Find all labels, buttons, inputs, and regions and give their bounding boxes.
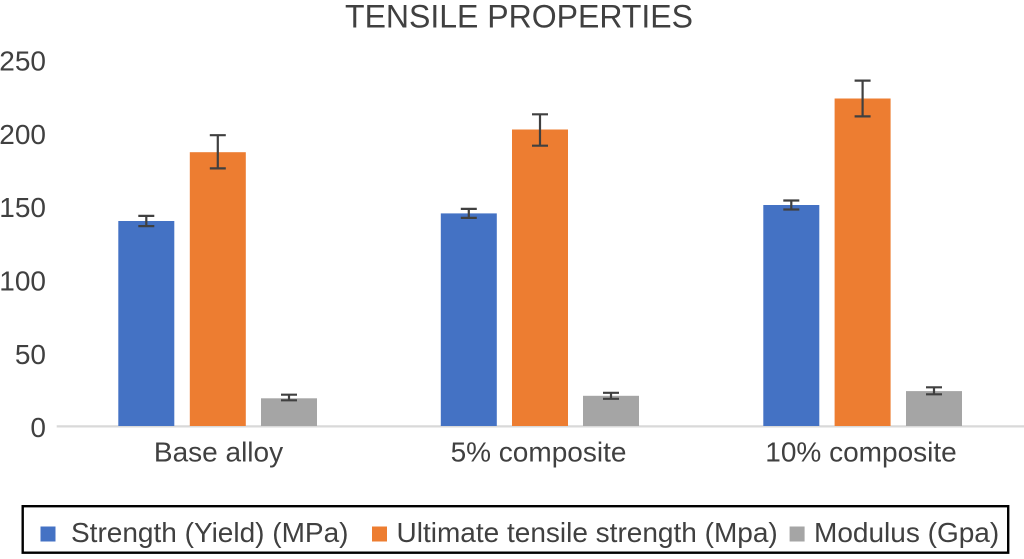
svg-text:150: 150 [0,192,46,223]
svg-text:50: 50 [15,339,46,370]
svg-text:TENSILE PROPERTIES: TENSILE PROPERTIES [345,0,693,35]
svg-text:200: 200 [0,119,46,150]
svg-text:Modulus (Gpa): Modulus (Gpa) [814,517,999,548]
svg-text:0: 0 [30,412,46,443]
svg-text:Ultimate tensile strength (Mpa: Ultimate tensile strength (Mpa) [397,517,778,548]
svg-text:100: 100 [0,266,46,297]
svg-text:250: 250 [0,46,46,77]
svg-text:10% composite: 10% composite [765,437,956,468]
svg-text:Base alloy: Base alloy [154,437,283,468]
svg-text:Strength (Yield) (MPa): Strength (Yield) (MPa) [71,517,349,548]
svg-text:5% composite: 5% composite [451,437,627,468]
